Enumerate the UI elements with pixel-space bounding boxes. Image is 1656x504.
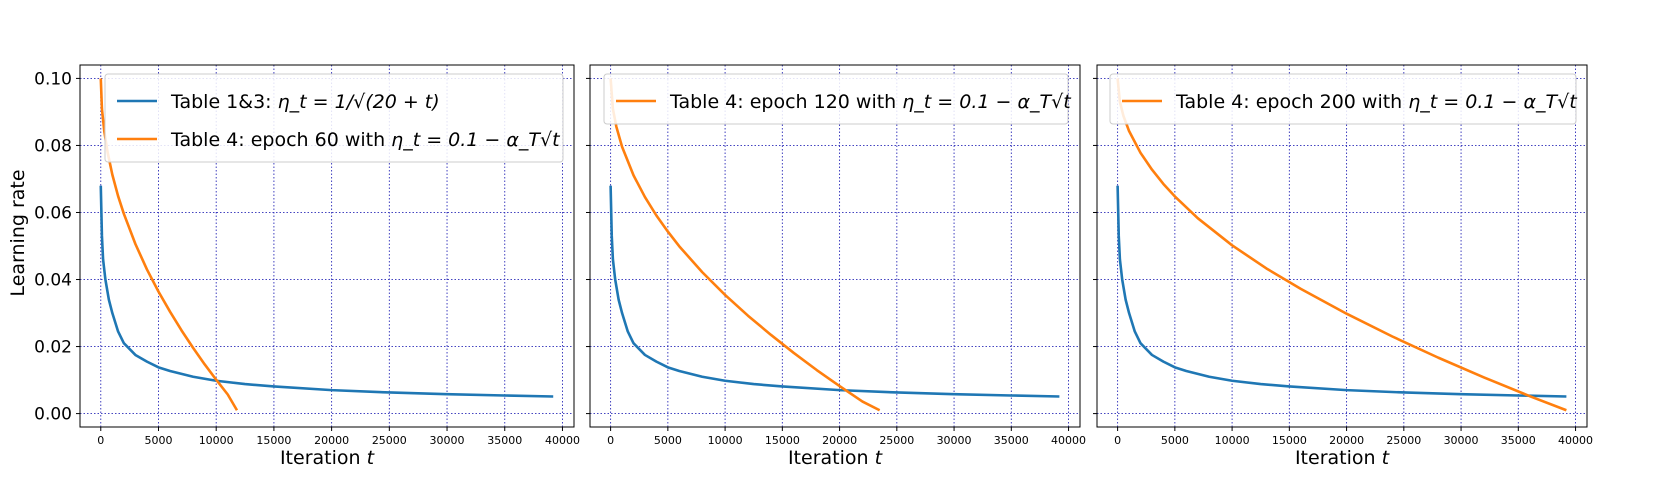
x-axis-label-var: t <box>367 447 376 469</box>
x-axis-label-text: Iteration <box>280 447 367 469</box>
axes-frame <box>589 64 1081 428</box>
x-axis-label-text: Iteration <box>1295 447 1382 469</box>
x-axis: 0 5000 10000 15000 20000 25000 30000 35000 40000 <box>1114 427 1593 447</box>
x-tick-label: 5000 <box>144 434 172 447</box>
y-tick-label: 0.04 <box>34 271 72 291</box>
x-axis-label-var: t <box>1382 447 1391 469</box>
x-tick-label: 15000 <box>1272 434 1307 447</box>
x-axis: 0 5000 10000 15000 20000 25000 30000 35000 40000 <box>97 427 580 447</box>
y-tick-label: 0.02 <box>34 338 72 358</box>
plot-area <box>1097 65 1587 427</box>
x-tick-label: 10000 <box>708 434 743 447</box>
x-tick-label: 0 <box>1114 434 1121 447</box>
series-line-blue <box>1116 185 1567 398</box>
x-axis-label: Iteration t <box>280 447 376 469</box>
panel-epoch-60: 0 5000 10000 15000 20000 25000 30000 35000 40000… <box>34 64 580 469</box>
x-tick-label: 10000 <box>199 434 234 447</box>
x-tick-label: 15000 <box>256 434 291 447</box>
legend-label-math: η_t = 0.1 − α_T√t <box>391 129 561 151</box>
x-tick-label: 35000 <box>487 434 522 447</box>
legend-label: Table 4: epoch 200 with η_t = 0.1 − α_T√… <box>1175 91 1578 113</box>
legend-label-text: Table 4: epoch 120 with <box>669 91 902 113</box>
legend-label: Table 4: epoch 120 with η_t = 0.1 − α_T√… <box>669 91 1072 113</box>
x-tick-label: 25000 <box>1386 434 1421 447</box>
x-tick-label: 40000 <box>545 434 580 447</box>
x-tick-label: 30000 <box>937 434 972 447</box>
legend: Table 4: epoch 200 with η_t = 0.1 − α_T√… <box>1109 73 1578 125</box>
y-tick-label: 0.10 <box>34 69 72 89</box>
y-tick-label: 0.08 <box>34 136 72 156</box>
legend-label-math: η_t = 1/√(20 + t) <box>278 91 440 113</box>
x-tick-label: 0 <box>607 434 614 447</box>
legend-label-math: η_t = 0.1 − α_T√t <box>1408 91 1578 113</box>
x-tick-label: 0 <box>97 434 104 447</box>
x-tick-label: 20000 <box>1329 434 1364 447</box>
x-tick-label: 30000 <box>430 434 465 447</box>
y-axis <box>586 77 590 415</box>
x-axis-label: Iteration t <box>788 447 884 469</box>
figure-ylabel: Learning rate <box>7 169 29 296</box>
plot-area <box>590 65 1080 427</box>
series-line-orange <box>609 78 881 412</box>
x-axis: 0 5000 10000 15000 20000 25000 30000 35000 40000 <box>607 427 1086 447</box>
x-axis-label: Iteration t <box>1295 447 1391 469</box>
x-tick-label: 5000 <box>1161 434 1189 447</box>
panel-epoch-200: 0 5000 10000 15000 20000 25000 30000 35000 40000… <box>1093 64 1593 469</box>
x-tick-label: 15000 <box>765 434 800 447</box>
x-tick-label: 5000 <box>654 434 682 447</box>
x-tick-label: 20000 <box>822 434 857 447</box>
legend-label-text: Table 4: epoch 60 with <box>170 129 391 151</box>
series-line-orange <box>1116 78 1567 412</box>
y-tick-label: 0.06 <box>34 203 72 223</box>
x-tick-label: 35000 <box>994 434 1029 447</box>
legend-box <box>104 73 564 163</box>
x-tick-label: 10000 <box>1215 434 1250 447</box>
series-line-blue <box>609 185 1060 398</box>
legend: Table 1&3: η_t = 1/√(20 + t) Table 4: epo… <box>104 73 564 163</box>
legend: Table 4: epoch 120 with η_t = 0.1 − α_T√… <box>603 73 1072 125</box>
x-tick-label: 25000 <box>879 434 914 447</box>
axes-frame <box>1096 64 1588 428</box>
y-axis <box>1093 77 1097 415</box>
x-axis-label-text: Iteration <box>788 447 875 469</box>
legend-label-math: η_t = 0.1 − α_T√t <box>902 91 1072 113</box>
legend-label-text: Table 1&3: <box>170 91 278 113</box>
x-tick-label: 30000 <box>1444 434 1479 447</box>
x-tick-label: 40000 <box>1558 434 1593 447</box>
x-tick-label: 25000 <box>372 434 407 447</box>
x-tick-label: 35000 <box>1501 434 1536 447</box>
legend-label-text: Table 4: epoch 200 with <box>1175 91 1408 113</box>
axes-frame <box>79 64 575 428</box>
legend-label: Table 1&3: η_t = 1/√(20 + t) <box>170 91 440 113</box>
x-axis-label-var: t <box>875 447 884 469</box>
legend-box <box>603 73 1069 125</box>
x-tick-label: 40000 <box>1051 434 1086 447</box>
x-tick-label: 20000 <box>314 434 349 447</box>
legend-label: Table 4: epoch 60 with η_t = 0.1 − α_T√t <box>170 129 561 151</box>
y-axis: 0.00 0.02 0.04 0.06 0.08 0.10 <box>34 69 80 425</box>
series-line-blue <box>99 185 554 398</box>
panel-epoch-120: 0 5000 10000 15000 20000 25000 30000 35000 40000… <box>586 64 1086 469</box>
y-tick-label: 0.00 <box>34 405 72 425</box>
legend-box <box>1109 73 1577 125</box>
